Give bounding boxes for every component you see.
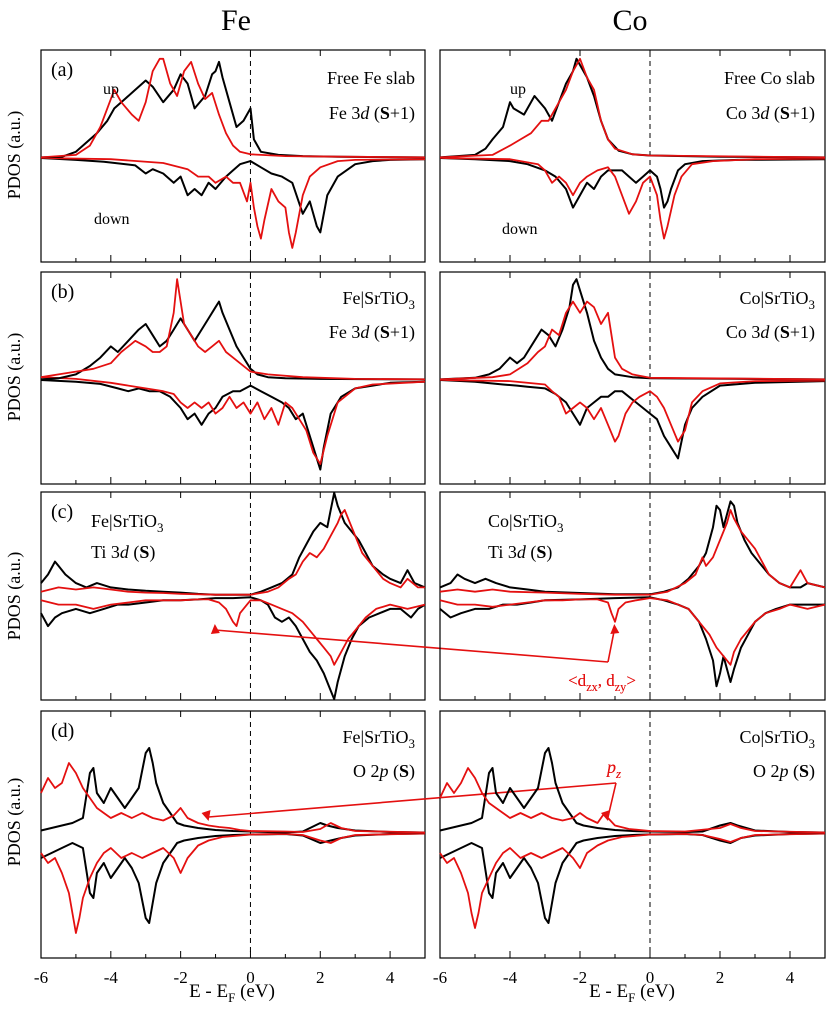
spin-down-label: down [502, 221, 538, 238]
panel-frame [439, 271, 826, 485]
series-up-red [40, 762, 426, 834]
orbital-annotation: <dzx, dzy> [568, 671, 636, 694]
panel-label-2: O 2p (S) [753, 761, 815, 782]
series-up-black [439, 500, 826, 596]
spin-down-label: down [94, 211, 130, 228]
annotation-arrowhead [610, 624, 620, 634]
panel-b-co: Co|SrTiO3 Co 3d (S+1) [439, 271, 826, 485]
panel-label-1: Co|SrTiO3 [740, 288, 815, 312]
panel-letter: (c) [51, 501, 73, 523]
series-up-red [40, 278, 426, 381]
series-down-red [439, 832, 826, 929]
series-down-red [40, 157, 426, 249]
series-down-black [439, 832, 826, 924]
panel-label-1: Co|SrTiO3 [740, 727, 815, 751]
series-down-black [40, 157, 426, 234]
x-tick-label: -4 [503, 968, 518, 987]
annotation-arrowhead [210, 624, 220, 634]
pz-annotation: pz [605, 757, 621, 781]
series-up-red [439, 57, 826, 159]
y-axis-label-d: PDOS (a.u.) [4, 778, 25, 867]
series-down-red [439, 157, 826, 240]
panel-label-1: Fe|SrTiO3 [343, 288, 415, 312]
panel-label-1: Free Fe slab [327, 68, 415, 88]
x-axis-title-co: E - EF (eV) [589, 981, 675, 1005]
series-up-black [40, 747, 426, 834]
annotation-arrowhead [201, 810, 211, 821]
panel-b-fe: (b) Fe|SrTiO3 Fe 3d (S+1) [40, 271, 426, 485]
x-tick-label: -6 [433, 968, 447, 987]
column-title-fe: Fe [221, 4, 251, 37]
panel-frame [40, 491, 426, 701]
x-tick-label: 0 [246, 968, 255, 987]
x-tick-label: 2 [316, 968, 325, 987]
annotation-arrowhead [601, 810, 610, 821]
x-tick-label: 4 [786, 968, 795, 987]
series-down-red [40, 832, 426, 934]
series-down-red [439, 597, 826, 666]
panel-label-2: Ti 3d (S) [488, 542, 552, 563]
series-down-red [40, 598, 426, 666]
series-up-red [439, 509, 826, 596]
y-axis-label-c: PDOS (a.u.) [4, 552, 25, 641]
panel-letter: (d) [51, 720, 74, 742]
series-down-black [40, 596, 426, 701]
panel-label-1: Fe|SrTiO3 [343, 727, 415, 751]
y-axis-label-a: PDOS (a.u.) [4, 111, 25, 200]
panel-label-2: Co 3d (S+1) [726, 103, 815, 124]
series-up-red [439, 767, 826, 834]
panel-label-2: Co 3d (S+1) [726, 322, 815, 343]
x-tick-label: -4 [104, 968, 119, 987]
spin-up-label: up [103, 81, 119, 98]
panel-label-2: Fe 3d (S+1) [329, 103, 415, 124]
series-down-black [439, 379, 826, 460]
panel-c-co: Co|SrTiO3 Ti 3d (S) <dzx, dzy> [439, 491, 826, 701]
series-up-black [439, 278, 826, 381]
panel-label-1: Free Co slab [724, 68, 815, 88]
series-up-red [439, 300, 826, 381]
series-down-black [40, 832, 426, 924]
x-tick-label: -2 [573, 968, 587, 987]
panel-frame [439, 491, 826, 701]
panel-label-2: Ti 3d (S) [91, 542, 155, 563]
orbital-annotation: <dzx, dzy> [568, 671, 636, 694]
annotation-arrow [208, 782, 617, 818]
panel-a-fe: (a) Free Fe slab Fe 3d (S+1) up down [40, 49, 426, 263]
panel-letter: (a) [51, 59, 73, 81]
y-axis-label-b: PDOS (a.u.) [4, 333, 25, 422]
panel-d-co: -6 -4 -2 0 2 4 Co|SrTiO3 O 2p (S) pz [433, 710, 826, 987]
annotation-arrow [607, 629, 616, 663]
panel-c-fe: (c) Fe|SrTiO3 Ti 3d (S) <dzx, dzy> [40, 491, 636, 701]
series-up-red [40, 509, 425, 596]
x-tick-label: 4 [386, 968, 395, 987]
spin-up-label: up [510, 81, 526, 98]
panel-frame [439, 49, 826, 263]
series-down-red [40, 376, 426, 465]
panel-label-1: Co|SrTiO3 [488, 511, 563, 535]
panel-label-2: O 2p (S) [353, 761, 415, 782]
panel-label-1: Fe|SrTiO3 [91, 511, 163, 535]
series-down-red [439, 379, 826, 443]
series-up-black [40, 60, 426, 159]
series-down-black [40, 379, 426, 471]
panel-d-fe: -6 -4 -2 0 2 4 (d) Fe|SrTiO3 O 2p (S) pz [34, 710, 621, 987]
panel-frame [40, 49, 426, 263]
column-title-co: Co [612, 4, 647, 37]
panel-a-co: Free Co slab Co 3d (S+1) up down [439, 49, 826, 263]
series-up-red [40, 57, 426, 159]
x-tick-label: 2 [716, 968, 725, 987]
x-tick-label: -6 [34, 968, 48, 987]
pz-annotation: pz [605, 757, 621, 781]
panel-label-2: Fe 3d (S+1) [329, 322, 415, 343]
series-down-black [439, 157, 826, 209]
x-tick-label: -2 [174, 968, 188, 987]
annotation-arrow [214, 629, 609, 663]
x-axis-title-fe: E - EF (eV) [189, 981, 275, 1005]
panel-letter: (b) [51, 281, 74, 303]
series-up-black [40, 491, 426, 596]
x-tick-label: 0 [646, 968, 655, 987]
